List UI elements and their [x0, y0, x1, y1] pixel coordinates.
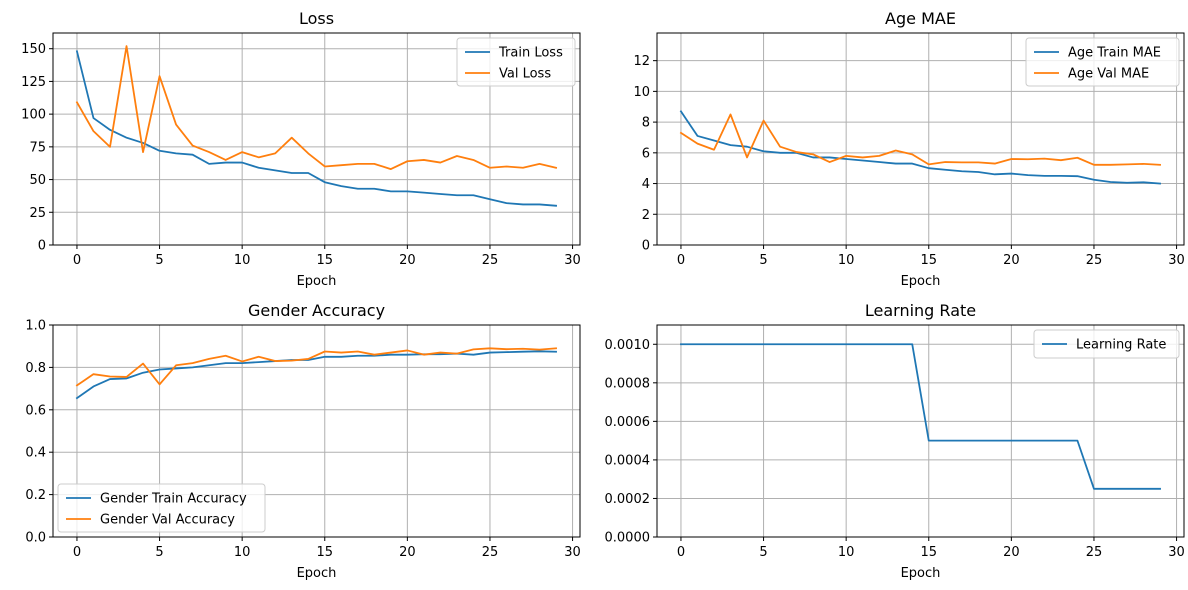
series-line-1: [75, 50, 558, 207]
y-tick-label: 6: [642, 146, 650, 161]
chart-title: Gender Accuracy: [248, 301, 385, 320]
y-tick-label: 10: [633, 85, 650, 100]
chart-panel-3: 0 5 10 15 20 25 30 0.0 0.2 0.4 0.6 0.8 1.0 Gender Acc…: [25, 301, 581, 581]
legend: Train Loss Val Loss: [456, 37, 576, 87]
x-tick-label: 25: [1086, 545, 1103, 560]
legend-entry-label: Age Train MAE: [1068, 46, 1161, 61]
x-tick-label: 25: [482, 253, 499, 268]
x-tick-label: 10: [234, 545, 251, 560]
chart-panel-4: 0 5 10 15 20 25 30 0.0000 0.0002 0.0004 0.0006 0.00…: [605, 301, 1185, 581]
chart-title: Learning Rate: [865, 301, 976, 320]
legend-entry-label: Gender Train Accuracy: [100, 492, 247, 507]
legend-entry-label: Learning Rate: [1076, 338, 1166, 353]
chart-panel-2: 0 5 10 15 20 25 30 0 2 4 6 8 10 12 Age MAE Epoch Age Tra…: [633, 9, 1184, 289]
x-tick-label: 10: [234, 253, 251, 268]
y-tick-label: 8: [642, 116, 650, 131]
x-tick-label: 10: [838, 253, 855, 268]
y-tick-label: 0: [642, 239, 650, 254]
y-tick-label: 0: [38, 239, 46, 254]
x-tick-label: 15: [316, 253, 333, 268]
x-tick-label: 20: [1003, 253, 1020, 268]
y-tick-label: 150: [21, 42, 46, 57]
series-line-2: [679, 113, 1161, 166]
x-tick-label: 15: [920, 545, 937, 560]
x-tick-label: 5: [759, 545, 767, 560]
series-line-2: [75, 347, 558, 387]
series-line-2: [75, 45, 558, 171]
x-tick-label: 20: [399, 253, 416, 268]
y-tick-label: 0.0000: [605, 531, 651, 546]
y-tick-label: 25: [29, 206, 46, 221]
x-tick-label: 30: [1168, 545, 1185, 560]
x-tick-label: 20: [399, 545, 416, 560]
x-tick-label: 25: [1086, 253, 1103, 268]
legend: Learning Rate: [1033, 329, 1180, 359]
legend-entry-label: Val Loss: [499, 67, 551, 82]
y-tick-label: 0.0010: [605, 338, 651, 353]
legend: Age Train MAE Age Val MAE: [1025, 37, 1180, 87]
y-tick-label: 12: [633, 54, 650, 69]
y-tick-label: 0.0006: [605, 415, 651, 430]
y-tick-label: 75: [29, 140, 46, 155]
x-tick-label: 10: [838, 545, 855, 560]
y-tick-label: 0.0002: [605, 492, 651, 507]
axes-frame: [52, 324, 581, 538]
x-tick-label: 20: [1003, 545, 1020, 560]
legend-box: [57, 483, 266, 533]
y-tick-label: 1.0: [25, 319, 46, 334]
x-tick-label: 25: [482, 545, 499, 560]
y-tick-label: 0.6: [25, 403, 46, 418]
x-tick-label: 30: [564, 253, 581, 268]
x-tick-label: 5: [759, 253, 767, 268]
x-axis-label: Epoch: [901, 566, 941, 581]
x-tick-label: 0: [677, 545, 685, 560]
y-tick-label: 0.0004: [605, 453, 651, 468]
x-axis-label: Epoch: [297, 566, 337, 581]
legend-box: [1033, 329, 1180, 359]
x-tick-label: 30: [564, 545, 581, 560]
x-axis-label: Epoch: [297, 274, 337, 289]
axes-frame: [52, 32, 581, 246]
x-tick-label: 30: [1168, 253, 1185, 268]
series-line-1: [680, 343, 1161, 490]
legend-entry-label: Train Loss: [498, 46, 563, 61]
y-tick-label: 0.2: [25, 488, 46, 503]
x-tick-label: 5: [155, 253, 163, 268]
x-tick-label: 0: [73, 253, 81, 268]
x-tick-label: 15: [920, 253, 937, 268]
chart-title: Age MAE: [885, 9, 956, 28]
series-line-1: [75, 350, 557, 400]
legend: Gender Train Accuracy Gender Val Accuracy: [57, 483, 266, 533]
y-tick-label: 0.4: [25, 446, 46, 461]
y-tick-label: 50: [29, 173, 46, 188]
y-tick-label: 2: [642, 208, 650, 223]
x-tick-label: 15: [316, 545, 333, 560]
axes-frame: [656, 32, 1185, 246]
y-tick-label: 0.0: [25, 531, 46, 546]
legend-box: [1025, 37, 1180, 87]
chart-title: Loss: [299, 9, 334, 28]
y-tick-label: 100: [21, 108, 46, 123]
axes-frame: [656, 324, 1185, 538]
legend-entry-label: Gender Val Accuracy: [100, 513, 235, 528]
y-tick-label: 4: [642, 177, 650, 192]
x-tick-label: 0: [677, 253, 685, 268]
x-tick-label: 0: [73, 545, 81, 560]
y-tick-label: 125: [21, 75, 46, 90]
legend-box: [456, 37, 576, 87]
legend-entry-label: Age Val MAE: [1068, 67, 1149, 82]
chart-panel-1: 0 5 10 15 20 25 30 0 25 50 75 100 125 150 Loss Epoch Tra…: [21, 9, 581, 289]
y-tick-label: 0.8: [25, 361, 46, 376]
x-axis-label: Epoch: [901, 274, 941, 289]
series-line-1: [679, 110, 1162, 185]
x-tick-label: 5: [155, 545, 163, 560]
y-tick-label: 0.0008: [605, 376, 651, 391]
